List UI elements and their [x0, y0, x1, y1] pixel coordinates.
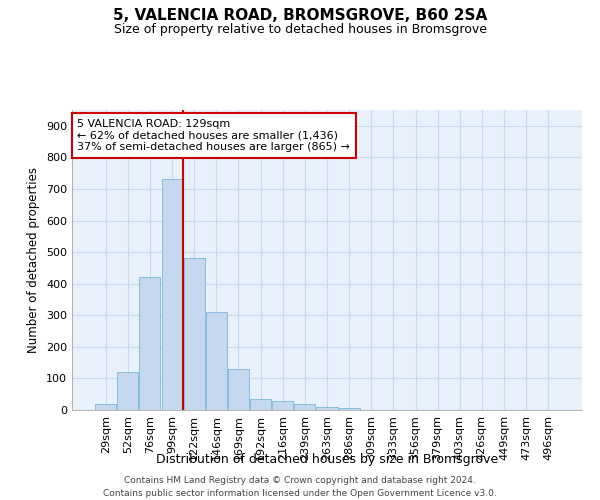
Text: Contains public sector information licensed under the Open Government Licence v3: Contains public sector information licen…: [103, 489, 497, 498]
Bar: [295, 404, 316, 410]
Text: Distribution of detached houses by size in Bromsgrove: Distribution of detached houses by size …: [156, 452, 498, 466]
Bar: [316, 408, 338, 410]
Bar: [250, 399, 271, 410]
Bar: [118, 372, 139, 410]
Text: 5 VALENCIA ROAD: 129sqm
← 62% of detached houses are smaller (1,436)
37% of semi: 5 VALENCIA ROAD: 129sqm ← 62% of detache…: [77, 119, 350, 152]
Bar: [161, 180, 182, 410]
Text: Size of property relative to detached houses in Bromsgrove: Size of property relative to detached ho…: [113, 22, 487, 36]
Bar: [228, 369, 249, 410]
Bar: [184, 258, 205, 410]
Y-axis label: Number of detached properties: Number of detached properties: [28, 167, 40, 353]
Bar: [272, 400, 293, 410]
Text: Contains HM Land Registry data © Crown copyright and database right 2024.: Contains HM Land Registry data © Crown c…: [124, 476, 476, 485]
Bar: [139, 278, 160, 410]
Bar: [95, 404, 116, 410]
Bar: [206, 312, 227, 410]
Text: 5, VALENCIA ROAD, BROMSGROVE, B60 2SA: 5, VALENCIA ROAD, BROMSGROVE, B60 2SA: [113, 8, 487, 22]
Bar: [338, 408, 359, 410]
